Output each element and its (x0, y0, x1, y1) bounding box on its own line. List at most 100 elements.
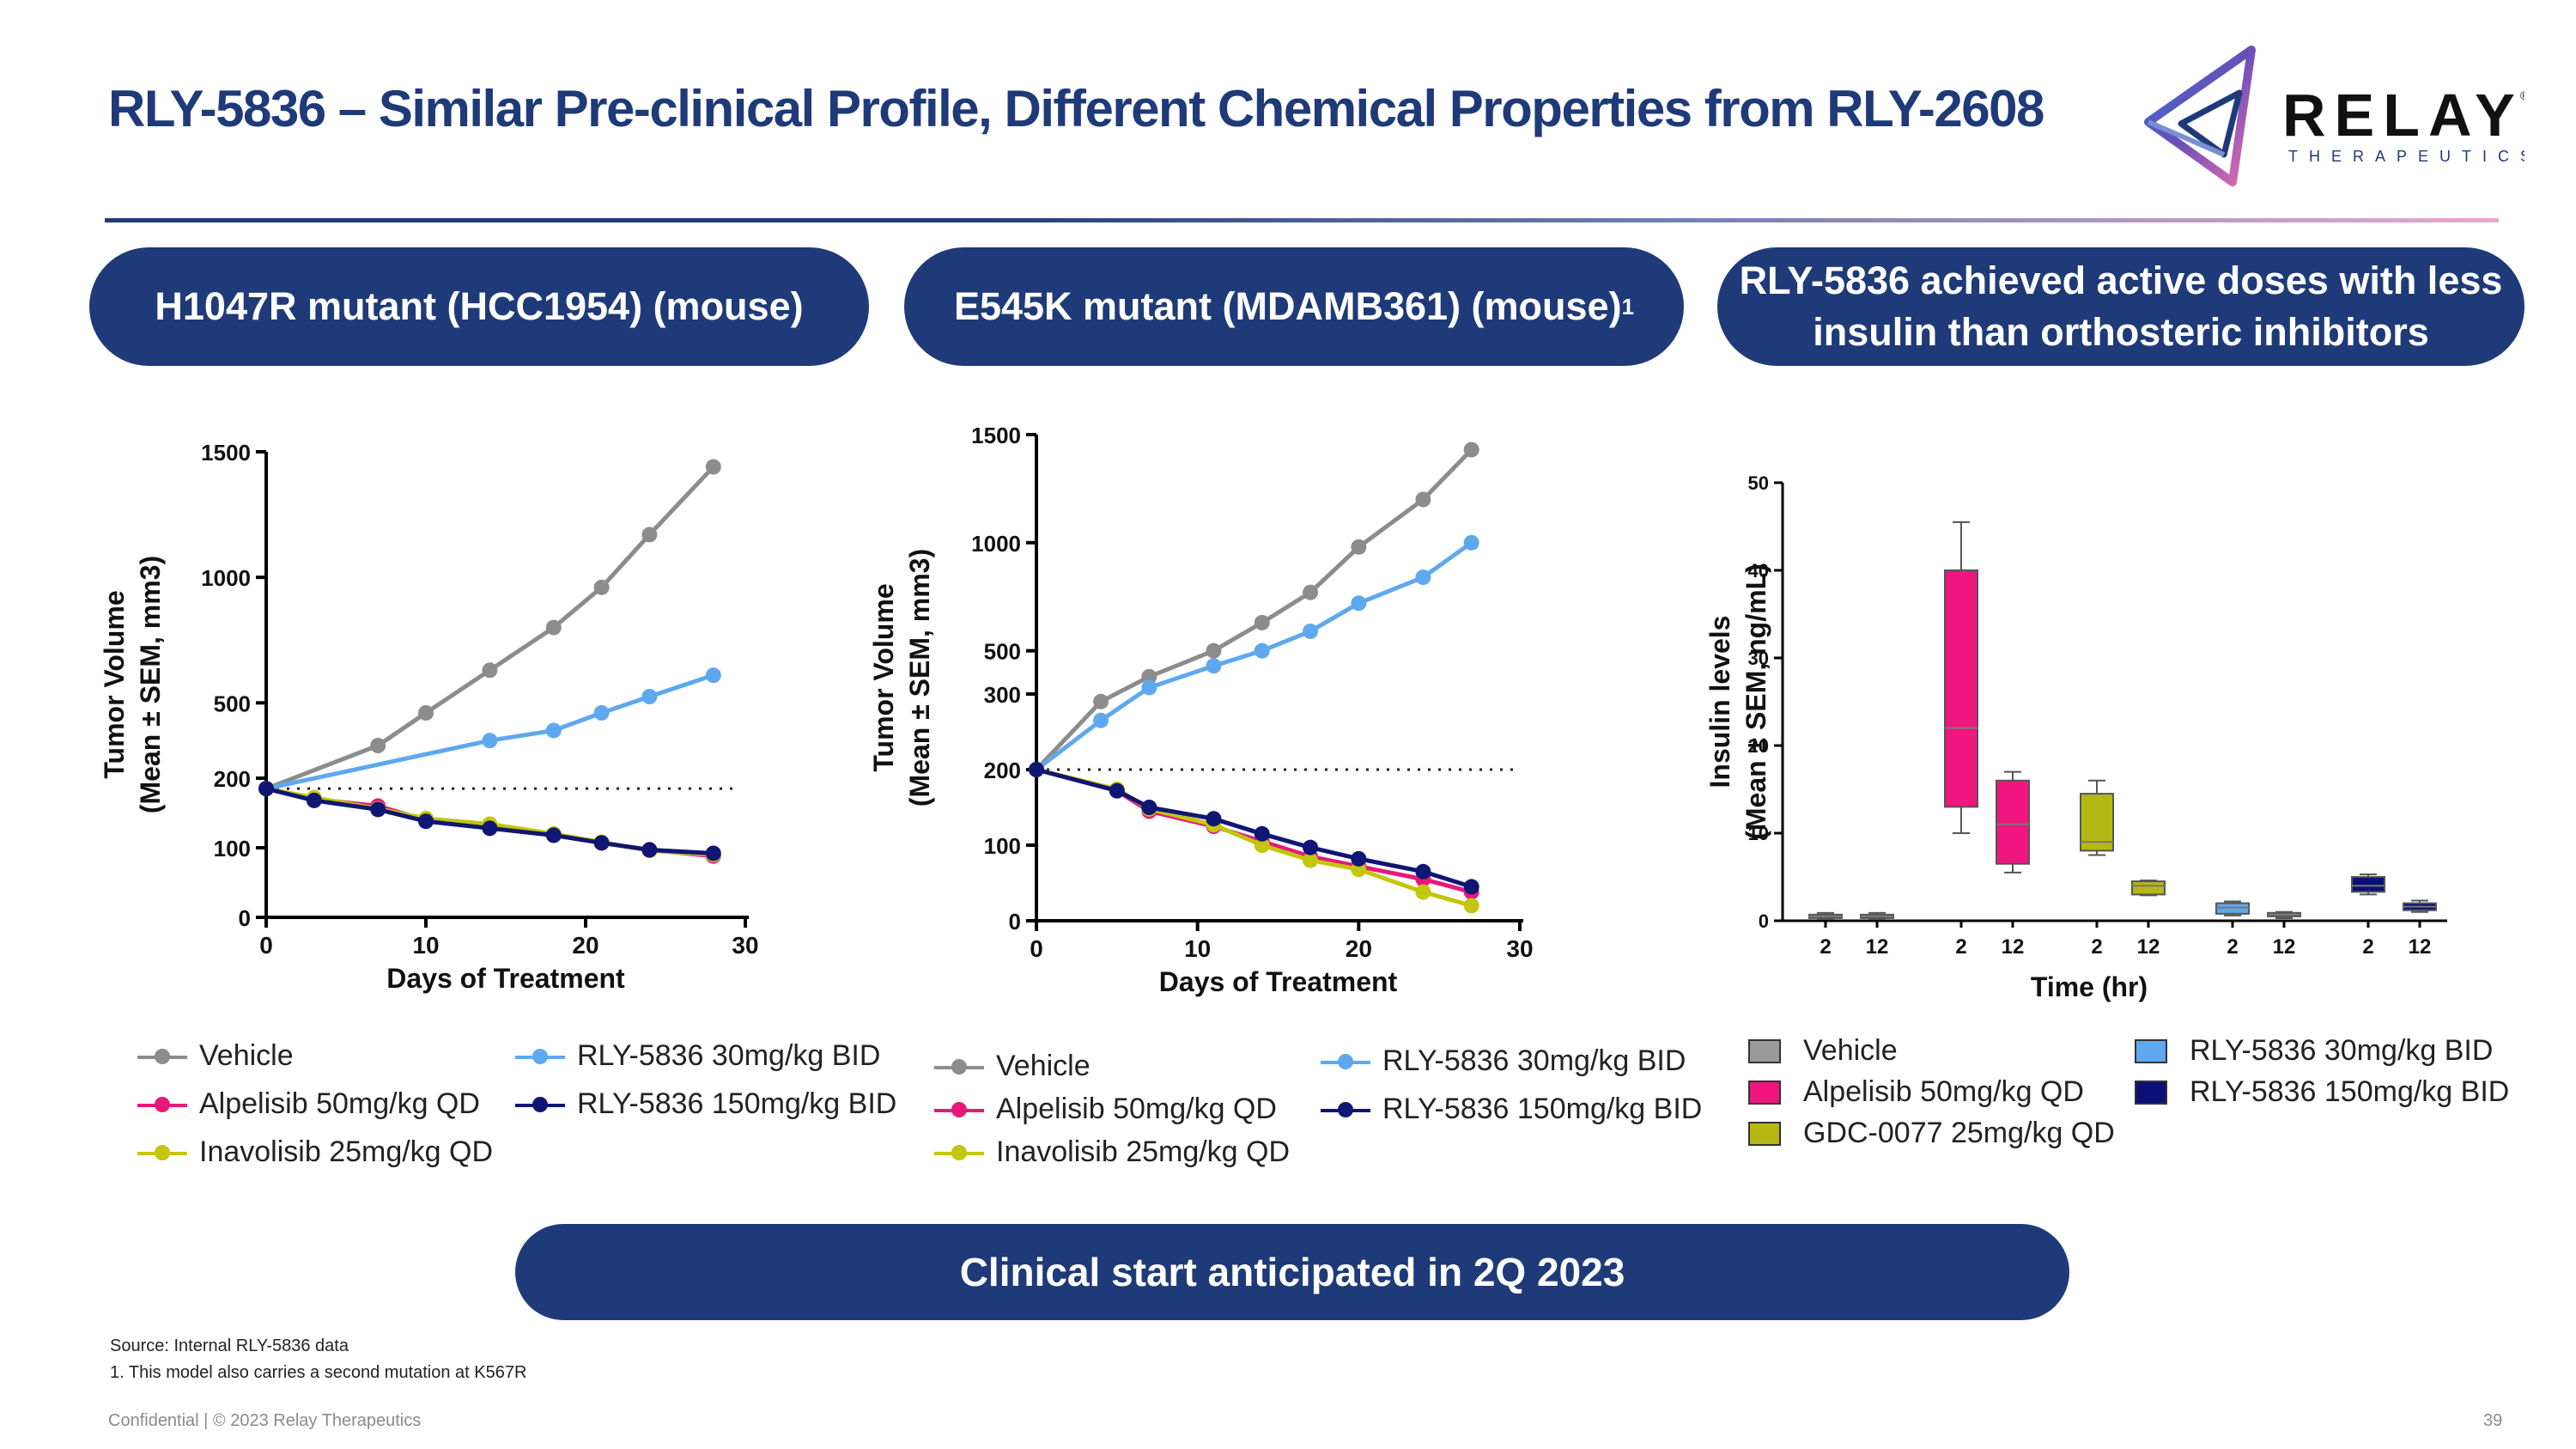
legend-marker (137, 1096, 187, 1113)
legend-item-rly-5836-30mg-kg-bid: RLY-5836 30mg/kg BID (1321, 1044, 1686, 1078)
y-axis-label: Tumor Volume (99, 590, 130, 778)
x-tick-label: 12 (2273, 935, 2296, 959)
box-rly-5836-150mg-kg-bid-2h (2351, 876, 2385, 893)
y-tick-label: 300 (984, 682, 1021, 708)
legend-item-alpelisib-50mg-kg-qd: Alpelisib 50mg/kg QD (137, 1087, 480, 1121)
data-point-rly-5836-30mg-kg-bid (1254, 642, 1270, 659)
page-number: 39 (2483, 1411, 2503, 1430)
x-tick-label: 12 (2137, 935, 2160, 959)
legend-marker (934, 1058, 984, 1075)
legend-item-rly-5836-150mg-kg-bid: RLY-5836 150mg/kg BID (2135, 1075, 2509, 1109)
legend-item-rly-5836-30mg-kg-bid: RLY-5836 30mg/kg BID (515, 1039, 880, 1073)
x-tick-label: 10 (1184, 935, 1211, 962)
series-line-rly-5836-30mg-kg-bid (265, 673, 714, 791)
data-point-vehicle (1141, 668, 1157, 685)
legend-item-inavolisib-25mg-kg-qd: Inavolisib 25mg/kg QD (137, 1135, 493, 1169)
legend-label: Vehicle (996, 1050, 1091, 1082)
data-point-inavolisib-25mg-kg-qd (1415, 884, 1431, 900)
legend-item-rly-5836-150mg-kg-bid: RLY-5836 150mg/kg BID (1321, 1093, 1702, 1126)
legend-marker (515, 1096, 565, 1113)
box-rly-5836-30mg-kg-bid-2h (2215, 902, 2250, 915)
chart-h1047r: 0 10 20 30 0 100 200 500 1000 1500 Days of Treatme… (99, 440, 759, 994)
data-point-rly-5836-150mg-kg-bid (545, 827, 562, 843)
x-tick-label: 30 (1506, 935, 1533, 962)
legend-label: RLY-5836 150mg/kg BID (577, 1087, 897, 1120)
y-tick-label: 1500 (971, 423, 1021, 448)
y-tick-label: 200 (214, 766, 251, 792)
x-tick-label: 12 (2409, 935, 2432, 959)
pill-e545k-footnote-mark: 1 (1621, 293, 1635, 320)
data-point-inavolisib-25mg-kg-qd (1303, 852, 1319, 868)
y-tick-label: 40 (1748, 560, 1769, 581)
data-point-vehicle (545, 619, 562, 636)
data-point-rly-5836-150mg-kg-bid (1029, 762, 1044, 777)
legend-marker (934, 1144, 984, 1161)
x-axis-label: Days of Treatment (386, 963, 625, 994)
data-point-rly-5836-150mg-kg-bid (641, 842, 658, 858)
legend-label: Alpelisib 50mg/kg QD (996, 1093, 1277, 1125)
data-point-vehicle (1303, 584, 1319, 600)
data-point-inavolisib-25mg-kg-qd (1463, 898, 1479, 914)
data-point-rly-5836-30mg-kg-bid (482, 733, 498, 749)
legend-marker (137, 1144, 187, 1161)
y-tick-label: 10 (1748, 823, 1769, 844)
legend-label: Inavolisib 25mg/kg QD (996, 1135, 1291, 1168)
legend-swatch (1748, 1121, 1781, 1146)
legend-swatch (2135, 1038, 2167, 1063)
data-point-vehicle (1415, 491, 1431, 508)
pill-insulin-line2: insulin than orthosteric inhibitors (1813, 310, 2429, 354)
y-tick-label: 0 (239, 905, 251, 931)
legend-item-rly-5836-30mg-kg-bid: RLY-5836 30mg/kg BID (2135, 1034, 2493, 1068)
x-tick-label: 2 (1820, 935, 1831, 959)
data-point-vehicle (482, 662, 498, 679)
legend-item-inavolisib-25mg-kg-qd: Inavolisib 25mg/kg QD (934, 1135, 1290, 1169)
data-point-vehicle (1254, 614, 1270, 630)
y-axis-label-units: (Mean ± SEM, ng/mL) (1741, 563, 1771, 840)
data-point-vehicle (593, 579, 610, 595)
footnote-source: Source: Internal RLY-5836 data (110, 1336, 349, 1355)
clinical-start-banner: Clinical start anticipated in 2Q 2023 (515, 1224, 2069, 1320)
legend-marker (515, 1048, 565, 1065)
legend-marker (137, 1048, 187, 1065)
x-tick-label: 0 (259, 932, 273, 959)
data-point-vehicle (1206, 642, 1222, 659)
legend-label: RLY-5836 150mg/kg BID (1382, 1093, 1703, 1125)
data-point-vehicle (705, 459, 721, 475)
legend-label: RLY-5836 30mg/kg BID (1382, 1044, 1686, 1077)
y-axis-label-units: (Mean ± SEM, mm3) (135, 556, 166, 813)
x-tick-label: 0 (1030, 935, 1043, 962)
x-tick-label: 2 (2362, 935, 2373, 959)
y-tick-label: 100 (214, 836, 251, 861)
x-axis-label: Days of Treatment (1159, 966, 1398, 997)
series-line-rly-5836-150mg-kg-bid (1036, 767, 1473, 889)
header-divider (105, 218, 2499, 222)
y-axis-label-units: (Mean ± SEM, mm3) (904, 549, 935, 807)
clinical-start-label: Clinical start anticipated in 2Q 2023 (959, 1250, 1625, 1294)
data-point-vehicle (641, 527, 658, 543)
x-tick-label: 2 (2227, 935, 2238, 959)
relay-logo: RELAY ® THERAPEUTICS (2129, 43, 2530, 198)
data-point-rly-5836-150mg-kg-bid (705, 845, 721, 861)
legend-label: RLY-5836 150mg/kg BID (2190, 1075, 2510, 1108)
x-tick-label: 2 (1955, 935, 1966, 959)
data-point-rly-5836-150mg-kg-bid (1463, 879, 1479, 895)
legend-item-vehicle: Vehicle (934, 1050, 1091, 1083)
pill-h1047r: H1047R mutant (HCC1954) (mouse) (89, 247, 869, 366)
pill-e545k: E545K mutant (MDAMB361) (mouse) 1 (904, 247, 1684, 366)
legend-label: RLY-5836 30mg/kg BID (577, 1039, 881, 1072)
data-point-rly-5836-30mg-kg-bid (593, 705, 610, 721)
legend-label: RLY-5836 30mg/kg BID (2190, 1034, 2494, 1067)
series-line-rly-5836-30mg-kg-bid (1035, 540, 1473, 771)
pill-insulin-line1: RLY-5836 achieved active doses with less (1739, 259, 2503, 302)
data-point-rly-5836-30mg-kg-bid (705, 667, 721, 684)
legend-item-gdc-0077-25mg-kg-qd: GDC-0077 25mg/kg QD (1748, 1117, 2115, 1150)
relay-wordmark: RELAY (2282, 82, 2524, 149)
data-point-rly-5836-150mg-kg-bid (258, 781, 274, 797)
data-point-rly-5836-150mg-kg-bid (1415, 863, 1431, 880)
legend-marker (1321, 1053, 1370, 1070)
legend-item-rly-5836-150mg-kg-bid: RLY-5836 150mg/kg BID (515, 1087, 896, 1121)
x-tick-label: 30 (732, 932, 758, 959)
data-point-rly-5836-30mg-kg-bid (1463, 534, 1479, 551)
data-point-rly-5836-150mg-kg-bid (1254, 825, 1270, 842)
